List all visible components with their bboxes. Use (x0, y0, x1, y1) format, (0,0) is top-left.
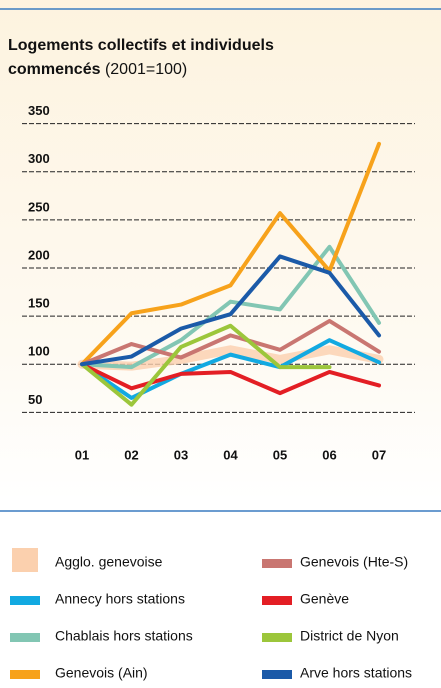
x-tick-label: 07 (372, 447, 386, 462)
series-line (80, 362, 381, 396)
x-tick-label: 04 (223, 447, 238, 462)
legend-swatch (262, 596, 292, 605)
legend-label: Genevois (Hte-S) (300, 554, 408, 570)
legend-label: Agglo. genevoise (55, 554, 163, 570)
legend-label: District de Nyon (300, 628, 399, 644)
legend-label: Arve hors stations (300, 665, 412, 681)
legend-label: Genevois (Ain) (55, 665, 148, 681)
series-line (80, 244, 381, 370)
legend-swatch (10, 670, 40, 679)
series-line (80, 254, 381, 367)
series-line (80, 323, 332, 407)
legend-swatch (262, 633, 292, 642)
y-tick-label: 350 (28, 103, 50, 118)
y-tick-label: 250 (28, 199, 50, 214)
series-line (80, 338, 381, 400)
x-tick-label: 05 (273, 447, 287, 462)
background (0, 0, 441, 500)
legend-label: Annecy hors stations (55, 591, 185, 607)
chart-title: Logements collectifs et individuels (8, 37, 274, 54)
y-tick-label: 100 (28, 344, 50, 359)
x-tick-label: 02 (124, 447, 138, 462)
y-tick-label: 150 (28, 296, 50, 311)
legend-swatch (12, 548, 38, 572)
chart-subtitle: (2001=100) (105, 61, 187, 78)
chart-subtitle-line: commencés (2001=100) (8, 61, 187, 78)
y-tick-label: 50 (28, 392, 42, 407)
legend-swatch (262, 559, 292, 568)
x-tick-label: 06 (322, 447, 336, 462)
series-line (80, 318, 381, 367)
legend-swatch (262, 670, 292, 679)
x-tick-label: 01 (75, 447, 89, 462)
legend-label: Genève (300, 591, 349, 607)
legend-swatch (10, 596, 40, 605)
legend-label: Chablais hors stations (55, 628, 193, 644)
legend-swatch (10, 633, 40, 642)
y-tick-label: 300 (28, 151, 50, 166)
y-tick-label: 200 (28, 247, 50, 262)
x-tick-label: 03 (174, 447, 188, 462)
